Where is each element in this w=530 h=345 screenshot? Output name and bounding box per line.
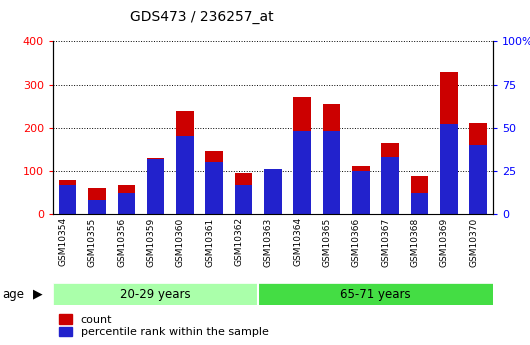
Text: GSM10366: GSM10366 [352, 217, 361, 267]
Bar [147, 159, 164, 214]
Bar [118, 185, 135, 214]
Bar [206, 150, 223, 214]
Bar [258, 283, 493, 305]
Text: GDS473 / 236257_at: GDS473 / 236257_at [130, 10, 273, 24]
Bar [59, 180, 76, 214]
Text: GSM10369: GSM10369 [440, 217, 449, 267]
Bar [352, 167, 370, 214]
Text: GSM10368: GSM10368 [411, 217, 420, 267]
Text: GSM10370: GSM10370 [469, 217, 478, 267]
Text: GSM10359: GSM10359 [147, 217, 156, 267]
Bar [88, 200, 106, 214]
Bar [382, 157, 399, 214]
Text: GSM10363: GSM10363 [264, 217, 273, 267]
Bar [235, 185, 252, 214]
Text: GSM10360: GSM10360 [176, 217, 185, 267]
Bar [294, 97, 311, 214]
Bar [147, 158, 164, 214]
Bar [206, 162, 223, 214]
Bar [53, 283, 258, 305]
Bar [323, 131, 340, 214]
Bar [323, 104, 340, 214]
Text: 65-71 years: 65-71 years [340, 288, 411, 300]
Text: ▶: ▶ [33, 288, 43, 300]
Bar [176, 111, 194, 214]
Text: age: age [3, 288, 25, 300]
Bar [411, 193, 428, 214]
Text: GSM10365: GSM10365 [323, 217, 332, 267]
Legend: count, percentile rank within the sample: count, percentile rank within the sample [58, 314, 269, 337]
Bar [59, 185, 76, 214]
Bar [264, 170, 282, 214]
Bar [264, 169, 282, 214]
Bar [352, 171, 370, 214]
Bar [440, 124, 458, 214]
Text: GSM10367: GSM10367 [381, 217, 390, 267]
Bar [411, 176, 428, 214]
Bar [294, 131, 311, 214]
Text: GSM10356: GSM10356 [117, 217, 126, 267]
Text: GSM10364: GSM10364 [293, 217, 302, 266]
Bar [88, 188, 106, 214]
Text: GSM10361: GSM10361 [205, 217, 214, 267]
Bar [118, 193, 135, 214]
Bar [440, 72, 458, 214]
Text: GSM10354: GSM10354 [59, 217, 68, 266]
Bar [176, 136, 194, 214]
Bar [382, 143, 399, 214]
Text: 20-29 years: 20-29 years [120, 288, 191, 300]
Text: GSM10355: GSM10355 [88, 217, 97, 267]
Text: GSM10362: GSM10362 [235, 217, 244, 266]
Bar [470, 123, 487, 214]
Bar [470, 145, 487, 214]
Bar [235, 173, 252, 214]
